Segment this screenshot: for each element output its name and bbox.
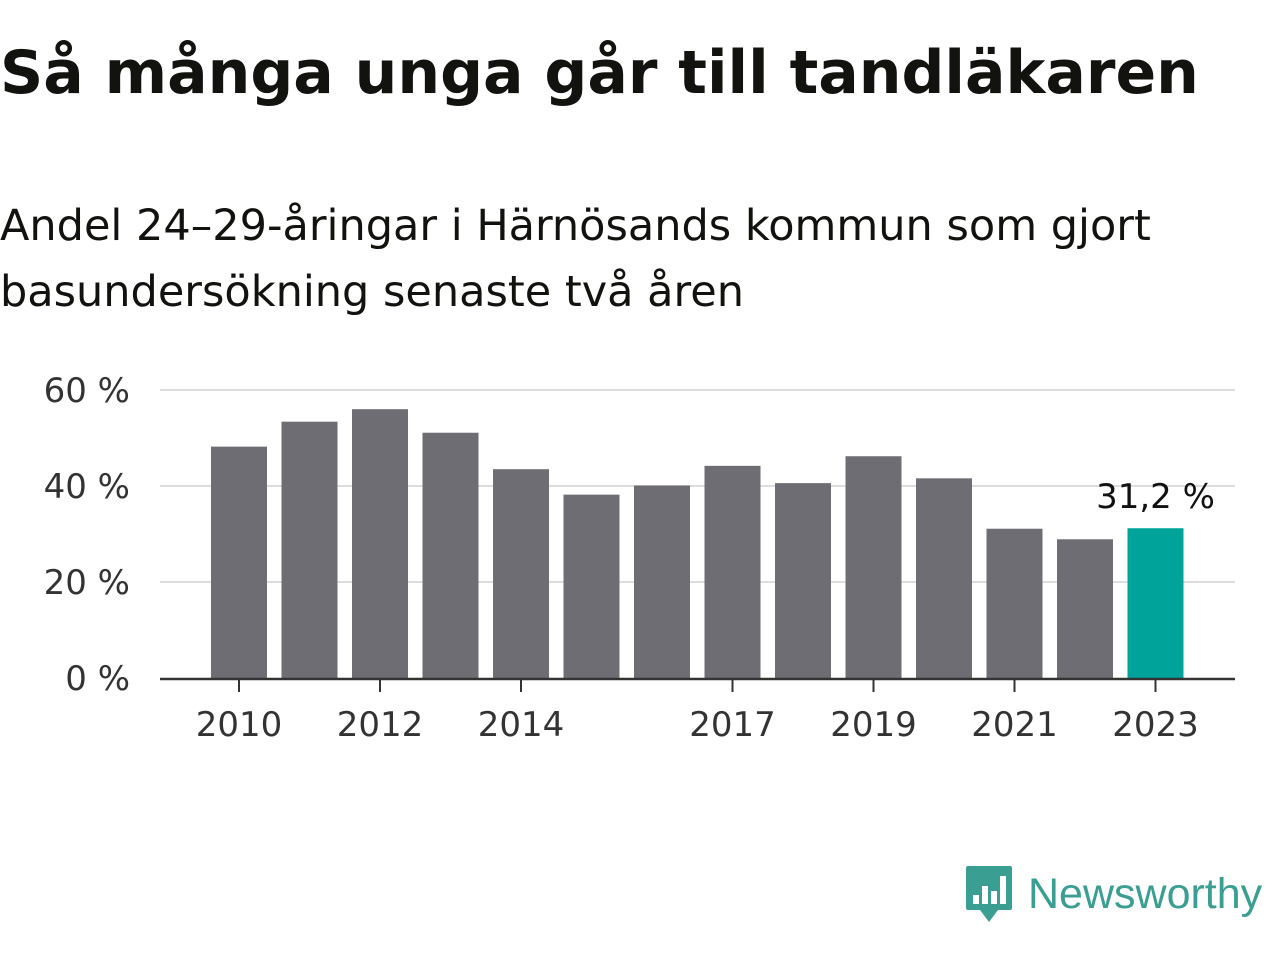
bar-2011 <box>281 421 338 678</box>
y-tick-label: 0 % <box>65 659 130 699</box>
x-tick-label: 2014 <box>478 705 565 745</box>
x-tick-label: 2010 <box>196 705 283 745</box>
value-label-2023: 31,2 % <box>1096 477 1215 517</box>
chart-subtitle: Andel 24–29-åringar i Härnösands kommun … <box>0 201 1151 317</box>
x-tick-label: 2017 <box>689 705 776 745</box>
y-tick-label: 20 % <box>44 563 130 603</box>
x-axis-tick-labels: 2010 2012 2014 2017 2019 2021 2023 <box>196 679 1199 745</box>
newsworthy-chart-bubble-icon <box>966 866 1012 922</box>
bar-2017 <box>704 465 761 678</box>
value-labels: 31,2 % <box>1096 477 1215 517</box>
newsworthy-logo: Newsworthy <box>964 864 1262 924</box>
x-tick-label: 2012 <box>337 705 424 745</box>
bar-2016 <box>634 485 690 678</box>
bar-2018 <box>775 483 831 678</box>
y-axis-tick-labels: 0 % 20 % 40 % 60 % <box>44 371 130 699</box>
bar-2019 <box>845 456 902 678</box>
chart-title: Så många unga går till tandläkaren <box>0 38 1199 108</box>
bar-2013 <box>422 432 479 678</box>
bar-2022 <box>1057 539 1113 678</box>
y-tick-label: 60 % <box>44 371 130 411</box>
bar-2014 <box>493 469 549 678</box>
grid-lines <box>160 389 1235 583</box>
bar-2020 <box>916 478 972 678</box>
bar-2021 <box>986 528 1043 678</box>
bar-2015 <box>563 494 620 678</box>
y-tick-label: 40 % <box>44 467 130 507</box>
bar-2023 <box>1127 528 1184 678</box>
brand-name: Newsworthy <box>1028 870 1263 918</box>
x-tick-label: 2021 <box>971 705 1058 745</box>
bar-chart: 0 % 20 % 40 % 60 % 2010 2012 2014 2017 2019 2021… <box>44 371 1235 745</box>
bar-2010 <box>211 446 267 678</box>
x-tick-label: 2019 <box>830 705 917 745</box>
bars <box>211 409 1184 678</box>
bar-2012 <box>352 409 408 678</box>
x-tick-label: 2023 <box>1112 705 1199 745</box>
